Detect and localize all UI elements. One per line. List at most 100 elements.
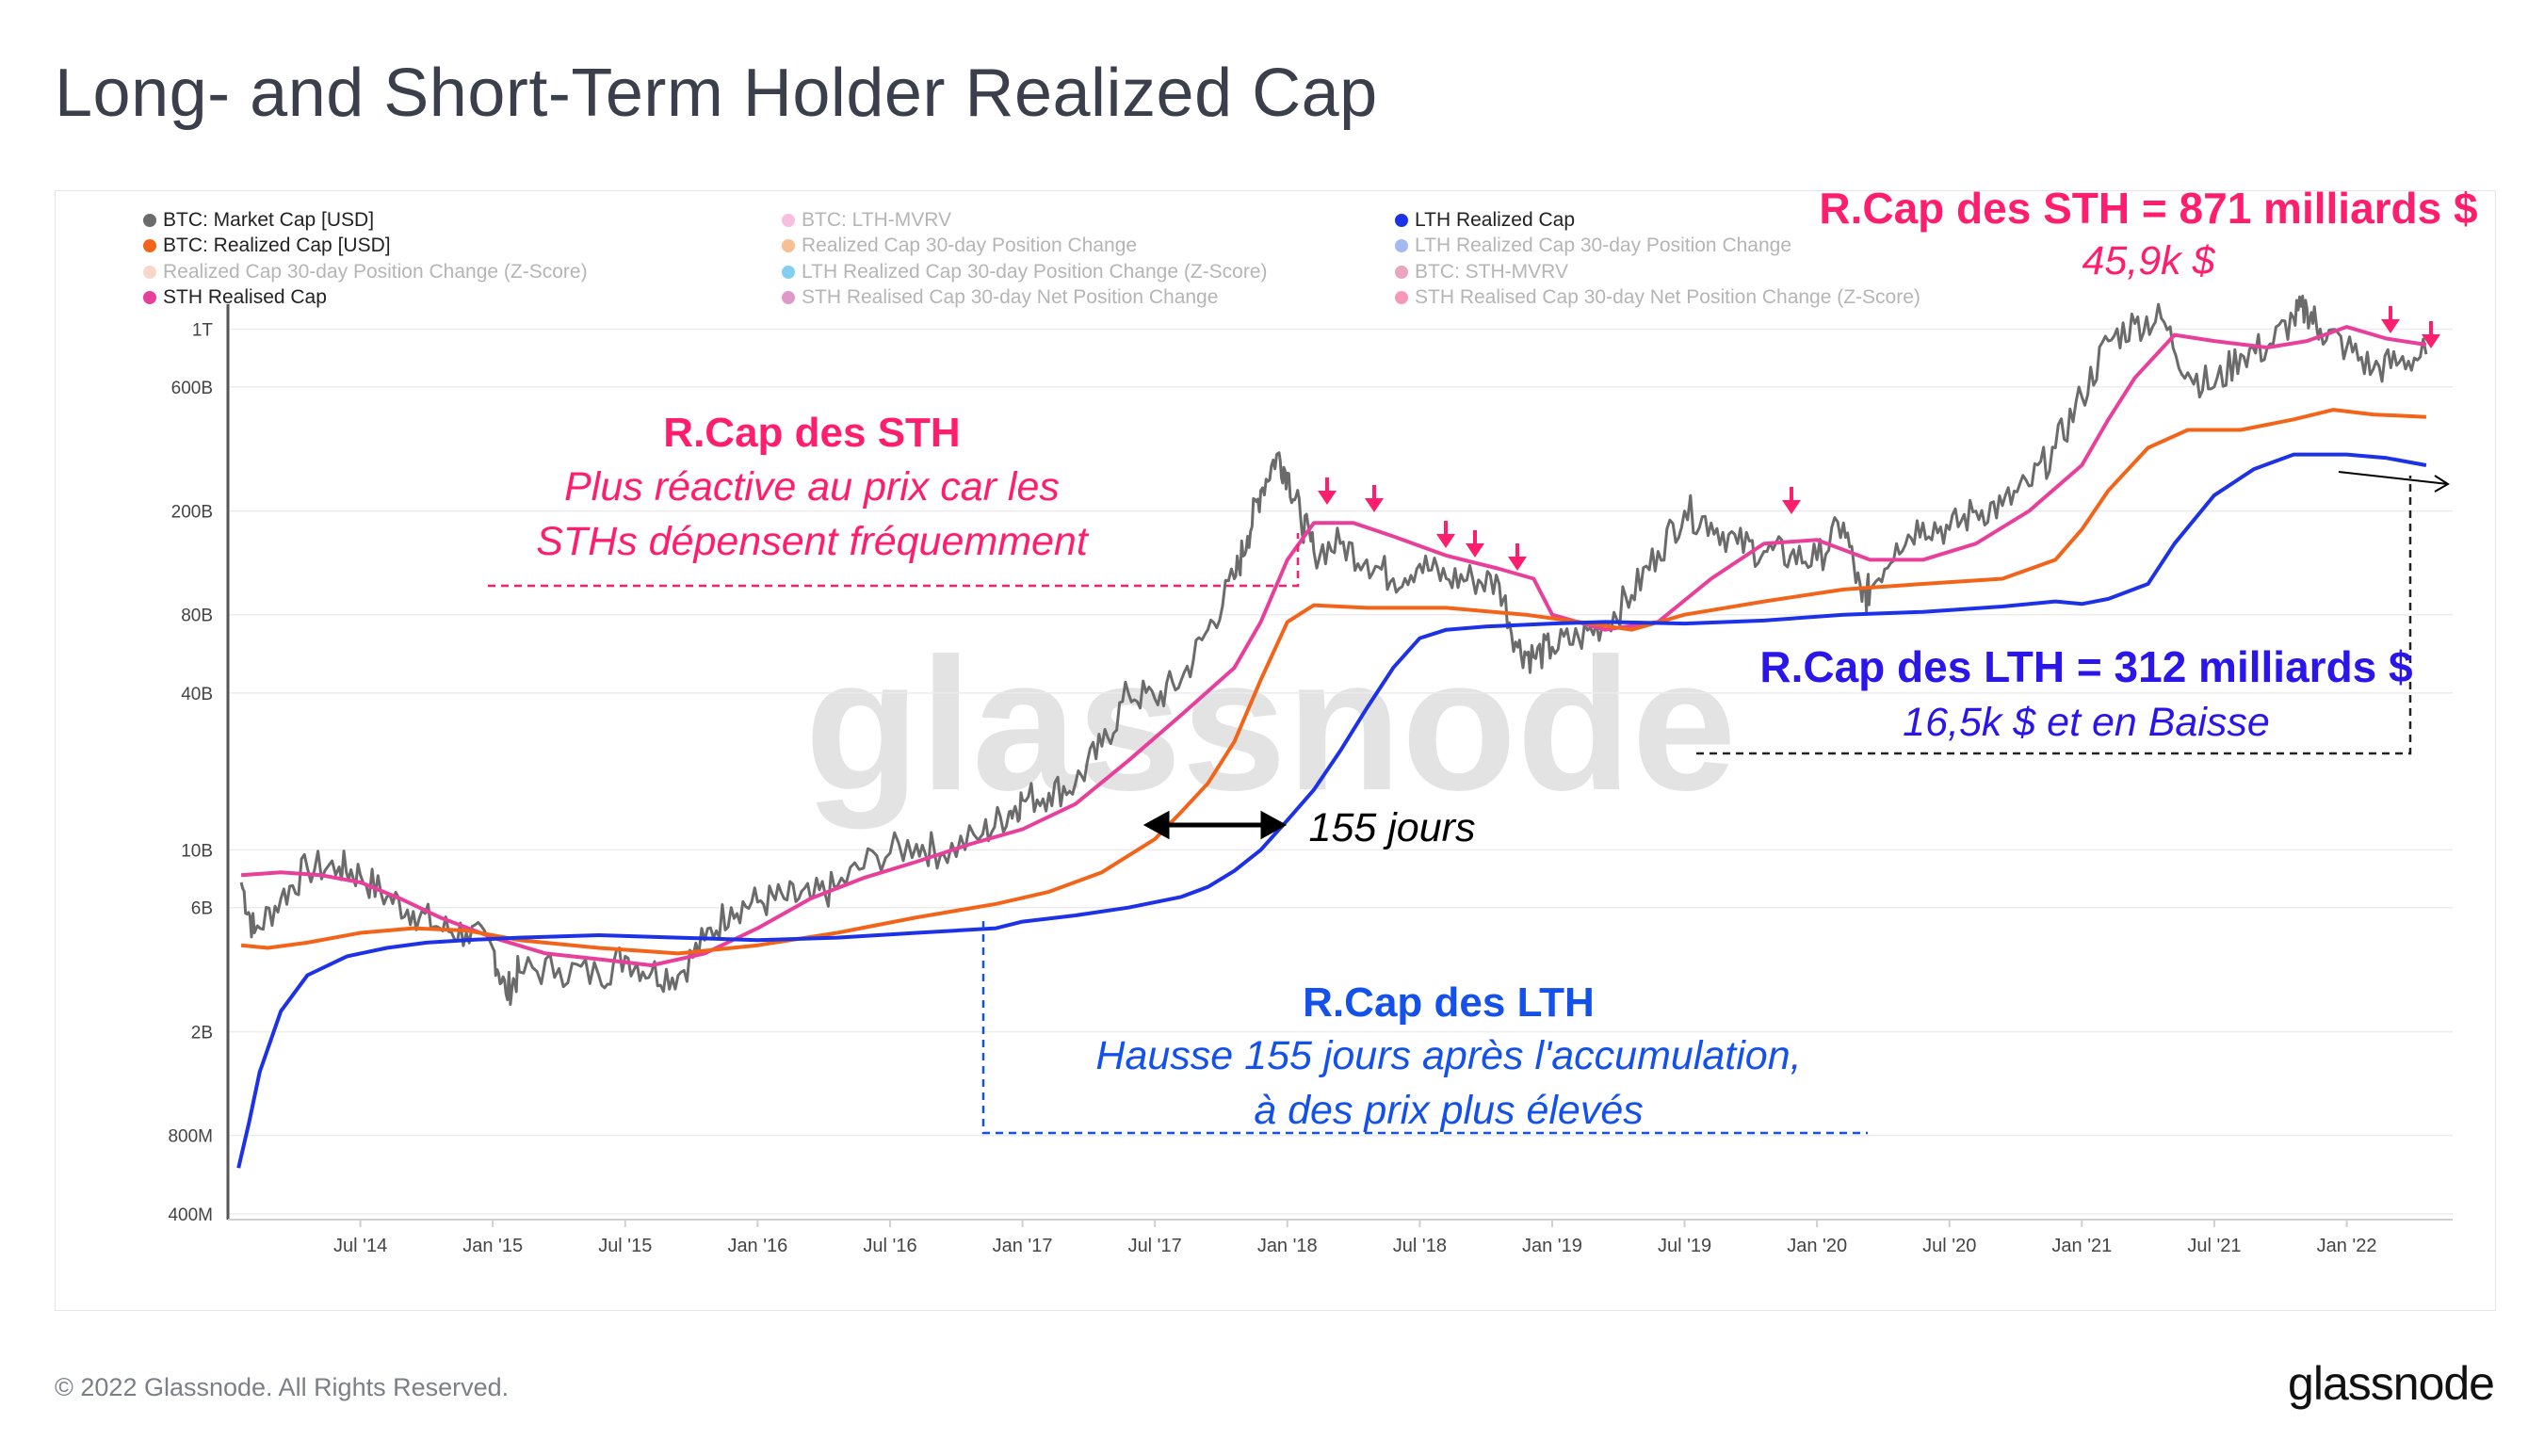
lag-label: 155 jours	[1309, 805, 1476, 850]
x-tick-label: Jan '15	[462, 1236, 523, 1256]
lth-line-1: Hausse 155 jours après l'accumulation,	[1095, 1033, 1801, 1078]
sth-total-title: R.Cap des STH = 871 milliards $	[1819, 191, 2477, 233]
legend-item[interactable]: STH Realised Cap 30-day Net Position Cha…	[782, 286, 1218, 308]
legend-label: STH Realised Cap 30-day Net Position Cha…	[1415, 286, 1920, 308]
annotations: R.Cap des STH = 871 milliards $ 45,9k $ …	[536, 191, 2477, 1133]
y-tick-label: 40B	[181, 685, 213, 704]
legend-dot	[143, 266, 156, 279]
legend-dot	[1395, 214, 1408, 227]
legend-label: BTC: Market Cap [USD]	[163, 209, 374, 231]
legend-dot	[782, 291, 795, 304]
legend-item[interactable]: Realized Cap 30-day Position Change	[782, 235, 1137, 256]
x-tick-label: Jul '16	[863, 1236, 916, 1256]
legend-item[interactable]: BTC: Market Cap [USD]	[143, 209, 374, 231]
legend-label: BTC: STH-MVRV	[1415, 261, 1568, 283]
y-tick-label: 10B	[181, 841, 213, 861]
legend-label: Realized Cap 30-day Position Change (Z-S…	[163, 261, 588, 283]
lth-guide-line	[981, 921, 1868, 1135]
legend-dot	[1395, 291, 1408, 304]
legend-item[interactable]: BTC: LTH-MVRV	[782, 209, 951, 231]
legend-label: BTC: Realized Cap [USD]	[163, 235, 391, 256]
chart-grid	[228, 328, 2453, 1215]
legend-dot	[782, 214, 795, 227]
down-arrow-3	[1436, 521, 1455, 548]
legend-dot	[1395, 239, 1408, 252]
x-tick-label: Jan '18	[1257, 1236, 1318, 1256]
sth-guide-line	[488, 533, 1300, 588]
legend: BTC: Market Cap [USD] BTC: Realized Cap […	[143, 209, 1920, 308]
legend-dot	[143, 239, 156, 252]
legend-item[interactable]: LTH Realized Cap 30-day Position Change …	[782, 261, 1268, 283]
down-arrow-5	[1508, 543, 1527, 571]
legend-item[interactable]: Realized Cap 30-day Position Change (Z-S…	[143, 261, 588, 283]
down-arrow-4	[1466, 530, 1484, 558]
lth-total-title: R.Cap des LTH = 312 milliards $	[1759, 642, 2412, 691]
x-tick-label: Jul '20	[1922, 1236, 1976, 1256]
legend-item[interactable]: LTH Realized Cap	[1395, 209, 1575, 231]
legend-label: BTC: LTH-MVRV	[802, 209, 951, 231]
series-line-sth-realised-cap	[240, 325, 2427, 967]
down-arrow-7	[2381, 306, 2400, 333]
y-tick-label: 400M	[168, 1205, 213, 1225]
series-line-realized-cap	[240, 408, 2426, 956]
watermark: glassnode	[804, 620, 1736, 830]
legend-dot	[143, 214, 156, 227]
x-tick-label: Jul '21	[2187, 1236, 2241, 1256]
legend-item[interactable]: LTH Realized Cap 30-day Position Change	[1395, 235, 1791, 256]
series-layer	[236, 294, 2428, 1169]
axes: 1T 600B 200B 80B 40B 10B 6B 2B 800M 400M Jul '14 Ja…	[168, 304, 2453, 1256]
x-tick-label: Jul '19	[1658, 1236, 1711, 1256]
legend-label: STH Realised Cap	[163, 286, 327, 308]
legend-label: Realized Cap 30-day Position Change	[802, 235, 1137, 256]
x-tick-label: Jan '22	[2317, 1236, 2377, 1256]
legend-label: LTH Realized Cap	[1415, 209, 1575, 231]
chart-svg: BTC: Market Cap [USD] BTC: Realized Cap […	[143, 191, 2478, 1256]
x-tick-label: Jan '19	[1522, 1236, 1582, 1256]
legend-label: LTH Realized Cap 30-day Position Change …	[802, 261, 1268, 283]
legend-dot	[782, 266, 795, 279]
legend-item[interactable]: STH Realised Cap	[143, 286, 327, 308]
legend-dot	[143, 291, 156, 304]
x-tick-label: Jul '14	[333, 1236, 387, 1256]
page-title: Long- and Short-Term Holder Realized Cap	[55, 56, 1378, 131]
y-tick-label: 600B	[171, 379, 213, 398]
footer-logo: glassnode	[2288, 1357, 2495, 1410]
chart-panel: BTC: Market Cap [USD] BTC: Realized Cap […	[55, 190, 2496, 1311]
legend-label: LTH Realized Cap 30-day Position Change	[1415, 235, 1791, 256]
lth-decline-arrow	[2338, 471, 2450, 493]
lag-arrow	[1142, 810, 1288, 840]
legend-dot	[1395, 266, 1408, 279]
x-tick-label: Jan '21	[2051, 1236, 2112, 1256]
y-tick-label: 6B	[191, 899, 213, 919]
sth-line-1: Plus réactive au prix car les	[564, 464, 1060, 510]
y-tick-label: 1T	[192, 320, 214, 340]
x-tick-label: Jul '17	[1128, 1236, 1182, 1256]
legend-item[interactable]: BTC: Realized Cap [USD]	[143, 235, 391, 256]
guide-lines	[488, 476, 2412, 1135]
legend-item[interactable]: STH Realised Cap 30-day Net Position Cha…	[1395, 286, 1920, 308]
down-arrow-6	[1782, 487, 1801, 514]
down-arrow-2	[1365, 485, 1384, 512]
y-tick-label: 200B	[171, 503, 213, 523]
down-arrow-1	[1318, 477, 1337, 505]
top-down-arrows	[1318, 306, 2440, 571]
x-tick-label: Jul '15	[598, 1236, 652, 1256]
sth-line-2: STHs dépensent fréquemment	[536, 519, 1090, 564]
legend-dot	[782, 239, 795, 252]
y-tick-label: 80B	[181, 607, 213, 626]
x-tick-label: Jan '20	[1787, 1236, 1847, 1256]
footer-copyright: © 2022 Glassnode. All Rights Reserved.	[55, 1373, 510, 1401]
down-arrow-8	[2422, 321, 2440, 348]
sth-total-sub: 45,9k $	[2082, 238, 2215, 283]
lth-total-guide-line	[1696, 476, 2412, 755]
legend-item[interactable]: BTC: STH-MVRV	[1395, 261, 1568, 283]
sth-title: R.Cap des STH	[663, 410, 960, 456]
lth-line-2: à des prix plus élevés	[1254, 1088, 1644, 1133]
lth-title: R.Cap des LTH	[1303, 979, 1595, 1026]
y-tick-label: 2B	[191, 1024, 213, 1043]
x-tick-label: Jan '17	[993, 1236, 1053, 1256]
legend-label: STH Realised Cap 30-day Net Position Cha…	[802, 286, 1218, 308]
lth-total-sub: 16,5k $ et en Baisse	[1903, 700, 2270, 745]
x-tick-label: Jan '16	[727, 1236, 787, 1256]
x-tick-label: Jul '18	[1393, 1236, 1447, 1256]
